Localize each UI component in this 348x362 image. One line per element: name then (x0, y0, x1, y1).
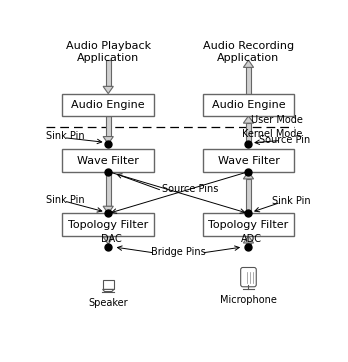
Bar (246, 123, 251, 144)
Polygon shape (103, 289, 114, 291)
Text: Audio Engine: Audio Engine (212, 100, 285, 110)
Bar (246, 67, 251, 116)
Text: DAC: DAC (101, 234, 121, 244)
Polygon shape (103, 87, 113, 94)
Text: Sink Pin: Sink Pin (46, 131, 85, 141)
Text: Topology Filter: Topology Filter (208, 220, 288, 230)
Text: Source Pins: Source Pins (162, 184, 219, 194)
FancyBboxPatch shape (203, 150, 294, 172)
Text: Kernel Mode: Kernel Mode (242, 129, 302, 139)
FancyBboxPatch shape (62, 150, 154, 172)
Text: Topology Filter: Topology Filter (68, 220, 148, 230)
FancyBboxPatch shape (62, 94, 154, 116)
Bar (246, 179, 251, 214)
Polygon shape (103, 206, 113, 214)
Bar (106, 60, 111, 87)
Text: Wave Filter: Wave Filter (77, 156, 139, 165)
Text: Microphone: Microphone (220, 295, 277, 305)
FancyBboxPatch shape (241, 268, 256, 287)
Text: Audio Playback
Application: Audio Playback Application (66, 41, 151, 63)
Text: Wave Filter: Wave Filter (218, 156, 279, 165)
FancyBboxPatch shape (62, 214, 154, 236)
Polygon shape (103, 136, 113, 144)
Polygon shape (243, 172, 254, 179)
Bar (106, 172, 111, 206)
FancyBboxPatch shape (203, 94, 294, 116)
Text: Source Pin: Source Pin (259, 135, 310, 146)
Bar (103, 280, 114, 289)
Polygon shape (243, 236, 254, 243)
Polygon shape (243, 116, 254, 123)
FancyBboxPatch shape (203, 214, 294, 236)
Text: Sink Pin: Sink Pin (46, 194, 85, 205)
Bar (106, 236, 111, 237)
Text: Speaker: Speaker (88, 298, 128, 308)
Bar (106, 116, 111, 136)
Polygon shape (243, 60, 254, 67)
Polygon shape (103, 237, 113, 244)
Text: ADC: ADC (241, 234, 262, 244)
Text: Audio Recording
Application: Audio Recording Application (203, 41, 294, 63)
Text: Sink Pin: Sink Pin (272, 196, 310, 206)
Text: User Mode: User Mode (251, 115, 302, 125)
Bar (246, 243, 251, 244)
Text: Bridge Pins: Bridge Pins (151, 247, 206, 257)
Text: Audio Engine: Audio Engine (71, 100, 145, 110)
